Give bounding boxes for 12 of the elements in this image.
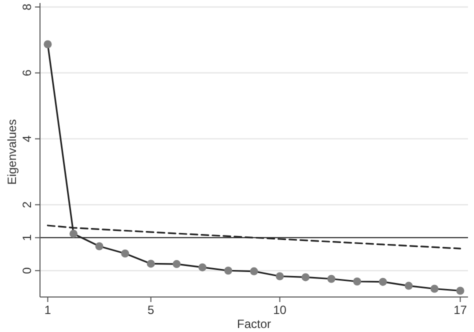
y-tick-label: 2 — [20, 201, 34, 208]
y-tick-label: 8 — [20, 3, 34, 10]
x-tick-label: 10 — [273, 303, 287, 317]
y-axis-title: Eigenvalues — [5, 119, 19, 185]
y-tick-label: 4 — [20, 135, 34, 142]
y-tick-label: 1 — [20, 234, 34, 242]
y-tick-label: 0 — [20, 266, 34, 274]
x-axis-title: Factor — [236, 317, 272, 331]
y-tick-label: 6 — [20, 69, 34, 76]
x-tick-label: 17 — [454, 303, 468, 317]
x-tick-label: 5 — [148, 303, 155, 317]
x-tick-label: 1 — [44, 303, 52, 317]
